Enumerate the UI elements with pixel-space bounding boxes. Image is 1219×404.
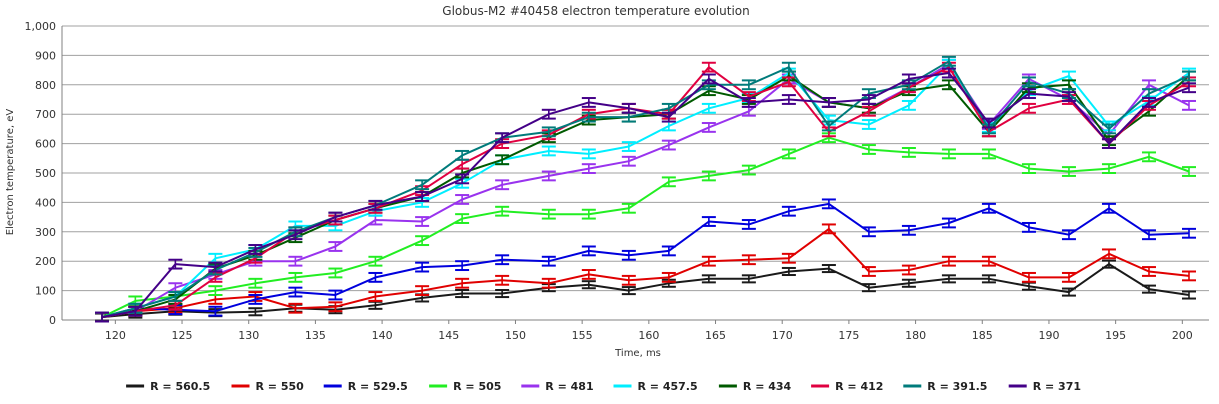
x-tick-label: 130	[238, 329, 259, 342]
legend-item: R = 412	[811, 380, 883, 393]
y-tick-label: 200	[35, 255, 56, 268]
legend-label: R = 529.5	[348, 380, 408, 393]
x-tick-label: 190	[1038, 329, 1059, 342]
y-tick-label: 500	[35, 167, 56, 180]
series-line	[101, 136, 1190, 318]
series-line	[101, 202, 1190, 319]
series-line	[101, 75, 1190, 319]
x-tick-label: 155	[572, 329, 593, 342]
x-tick-label: 165	[705, 329, 726, 342]
series-10	[95, 67, 1196, 323]
legend-label: R = 481	[545, 380, 593, 393]
axis-layer	[61, 26, 1209, 321]
y-axis-label: Electron temperature, eV	[5, 109, 16, 236]
y-tick-label: 800	[35, 79, 56, 92]
legend-label: R = 391.5	[927, 380, 987, 393]
series-line	[101, 66, 1190, 319]
series-line	[101, 63, 1190, 319]
x-tick-label: 145	[438, 329, 459, 342]
x-tick-label: 170	[772, 329, 793, 342]
legend-item: R = 371	[1008, 380, 1081, 393]
y-tick-label: 300	[35, 226, 56, 239]
series-line	[101, 72, 1190, 319]
legend-label: R = 550	[256, 380, 305, 393]
series-line	[101, 263, 1190, 319]
x-tick-label: 120	[105, 329, 126, 342]
series-layer	[95, 55, 1196, 323]
x-tick-label: 185	[972, 329, 993, 342]
series-line	[101, 227, 1190, 319]
x-tick-label: 195	[1105, 329, 1126, 342]
legend-label: R = 412	[835, 380, 883, 393]
x-axis-label: Time, ms	[614, 348, 661, 359]
legend-item: R = 481	[521, 380, 594, 393]
x-tick-label: 125	[172, 329, 193, 342]
y-tick-label: 700	[35, 108, 56, 121]
legend-label: R = 505	[453, 380, 501, 393]
y-tick-label: 600	[35, 138, 56, 151]
legend-item: R = 550	[231, 380, 305, 393]
y-tick-label: 1,000	[25, 20, 57, 33]
legend-item: R = 391.5	[903, 380, 987, 393]
legend-item: R = 505	[429, 380, 501, 393]
legend-label: R = 434	[743, 380, 792, 393]
x-tick-label: 140	[372, 329, 393, 342]
legend: R = 560.5 R = 550 R = 529.5 R = 505 R = 481 R…	[126, 380, 1081, 393]
x-tick-label: 160	[638, 329, 659, 342]
legend-label: R = 560.5	[150, 380, 210, 393]
legend-label: R = 457.5	[638, 380, 698, 393]
y-tick-label: 900	[35, 49, 56, 62]
tick-layer: 0 100 200 300 400 500 600 700 800 900 1,000 120 125 1…	[25, 20, 1193, 342]
x-tick-label: 180	[905, 329, 926, 342]
x-tick-label: 135	[305, 329, 326, 342]
legend-label: R = 371	[1033, 380, 1081, 393]
y-tick-label: 400	[35, 196, 56, 209]
x-tick-label: 200	[1172, 329, 1193, 342]
legend-item: R = 529.5	[323, 380, 408, 393]
y-tick-label: 0	[49, 314, 56, 327]
legend-item: R = 560.5	[126, 380, 210, 393]
legend-item: R = 457.5	[613, 380, 698, 393]
x-tick-label: 150	[505, 329, 526, 342]
chart-title: Globus-M2 #40458 electron temperature ev…	[442, 4, 749, 18]
y-tick-label: 100	[35, 285, 56, 298]
legend-item: R = 434	[718, 380, 792, 393]
x-tick-label: 175	[838, 329, 859, 342]
